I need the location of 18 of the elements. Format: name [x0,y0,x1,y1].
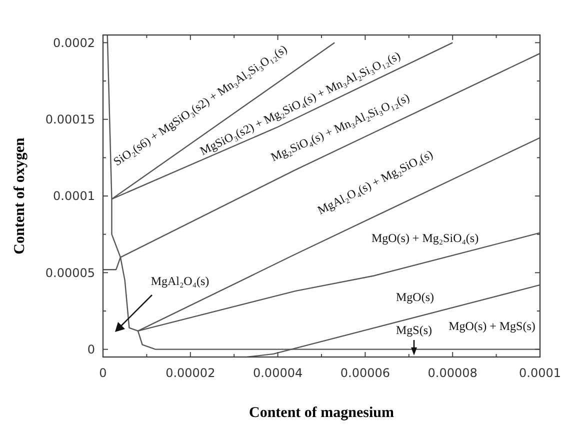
y-axis-title: Content of oxygen [12,137,28,254]
y-tick-label: 0.0002 [53,36,95,50]
annotation: MgO(s) + MgS(s) [448,319,536,334]
y-tick-label: 0.0001 [53,189,95,204]
annotation: MgS(s) [396,323,432,338]
y-tick-label: 0.00015 [45,112,95,127]
annotation: MgO(s) [396,290,434,304]
x-axis-title: Content of magnesium [249,405,394,421]
annotation: MgAl₂O₄(s) [150,274,210,288]
x-tick-label: 0.00004 [252,366,303,380]
y-tick-label: 0 [87,342,95,357]
annotation: MgO(s) + Mg₂SiO₄(s) [371,231,479,246]
x-tick-label: 0.00008 [428,366,478,380]
y-tick-label: 0.00005 [45,266,95,280]
x-tick-label: 0 [99,366,107,380]
x-tick-label: 0.00006 [340,366,390,380]
x-tick-label: 0.0001 [519,366,561,380]
x-tick-label: 0.00002 [166,366,216,380]
